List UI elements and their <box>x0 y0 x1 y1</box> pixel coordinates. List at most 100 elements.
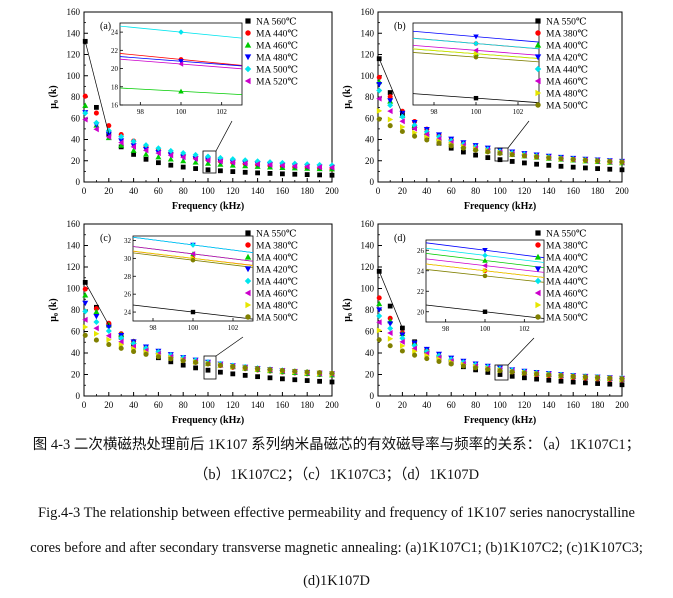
data-point <box>582 374 588 380</box>
data-point <box>255 170 260 176</box>
data-point <box>448 143 454 149</box>
inset-x-tick-label: 98 <box>442 325 450 333</box>
y-axis-label: μ₀ (k) <box>48 298 59 321</box>
data-point <box>546 372 552 378</box>
y-tick-label: 120 <box>361 50 375 60</box>
data-point <box>155 150 161 157</box>
data-point <box>118 142 125 148</box>
data-point <box>180 154 186 161</box>
panel-label: (b) <box>394 21 406 32</box>
data-point <box>387 335 394 342</box>
data-point <box>143 156 149 162</box>
x-tick-label: 120 <box>226 186 240 196</box>
data-point <box>411 125 417 132</box>
legend-entry: NA 550℃ <box>546 230 587 240</box>
legend-entry: MA 480℃ <box>546 90 588 100</box>
y-tick-label: 140 <box>67 241 81 251</box>
y-tick-label: 100 <box>361 284 375 294</box>
series-6 <box>82 116 335 171</box>
permeability-frequency-figure: 0 20 40 60 80 100 120 140 160 180 2000204060801001… <box>48 7 629 426</box>
data-point <box>82 286 88 292</box>
inset-x-tick-label: 102 <box>216 108 227 116</box>
data-point <box>619 167 625 173</box>
data-point <box>267 367 273 373</box>
data-point <box>570 373 576 379</box>
inset-y-tick-label: 24 <box>111 29 119 37</box>
zoom-connector <box>215 120 233 152</box>
data-point <box>180 150 187 157</box>
inset-y-tick-label: 22 <box>417 288 425 296</box>
legend-entry: MA 380℃ <box>546 242 588 252</box>
y-tick-label: 120 <box>361 262 375 272</box>
legend-marker <box>535 18 541 24</box>
legend-entry: MA 380℃ <box>256 242 298 252</box>
x-tick-label: 140 <box>251 186 265 196</box>
legend-entry: MA 500℃ <box>256 66 298 76</box>
x-tick-label: 140 <box>542 186 556 196</box>
y-tick-label: 80 <box>71 305 81 315</box>
inset-y-tick-label: 22 <box>111 47 119 55</box>
panel-label: (d) <box>394 233 406 244</box>
x-tick-label: 180 <box>591 400 605 410</box>
series-8 <box>376 337 625 382</box>
x-tick-label: 40 <box>422 186 432 196</box>
y-tick-label: 160 <box>361 219 375 229</box>
inset-plot: 98 100 102 24 26 28 30 32 <box>124 235 254 332</box>
data-point <box>376 300 383 307</box>
data-point <box>607 375 613 381</box>
data-point <box>82 316 88 323</box>
y-tick-label: 60 <box>71 113 81 123</box>
data-point <box>131 151 136 157</box>
y-tick-label: 160 <box>67 219 81 229</box>
x-tick-label: 140 <box>251 400 265 410</box>
y-tick-label: 80 <box>365 92 375 102</box>
x-axis-label: Frequency (kHz) <box>172 415 244 426</box>
caption-english-line-1: Fig.4-3 The relationship between effecti… <box>38 505 635 521</box>
data-point <box>292 377 298 383</box>
inset-y-tick-label: 28 <box>124 273 132 281</box>
data-point <box>607 381 613 387</box>
data-point <box>595 375 601 381</box>
y-tick-label: 20 <box>71 370 81 380</box>
data-point <box>304 172 310 177</box>
x-tick-label: 200 <box>325 400 339 410</box>
legend-marker <box>535 102 541 108</box>
legend-marker <box>534 65 542 73</box>
inset-y-tick-label: 16 <box>111 102 119 110</box>
inset-data-point <box>473 34 479 40</box>
data-point <box>93 110 99 116</box>
data-point <box>509 369 515 375</box>
y-tick-label: 120 <box>67 50 81 60</box>
y-axis-label: μ₀ (k) <box>48 85 59 108</box>
data-point <box>376 312 383 319</box>
inset-x-tick-label: 102 <box>228 324 239 332</box>
legend-marker <box>535 301 542 309</box>
legend-marker <box>245 18 251 24</box>
x-tick-label: 180 <box>300 186 314 196</box>
y-tick-label: 40 <box>71 135 81 145</box>
data-point <box>399 113 406 120</box>
data-point <box>376 319 382 326</box>
inset-y-tick-label: 18 <box>111 83 119 91</box>
data-point <box>267 375 273 381</box>
data-point <box>304 369 310 375</box>
x-tick-label: 200 <box>615 400 629 410</box>
series-5 <box>82 110 335 169</box>
data-point <box>105 327 112 334</box>
data-point <box>230 364 236 370</box>
data-point <box>376 337 382 343</box>
x-tick-label: 100 <box>201 400 215 410</box>
legend-entry: MA 480℃ <box>546 302 588 312</box>
inset-x-tick-label: 102 <box>519 325 530 333</box>
y-tick-label: 100 <box>361 71 375 81</box>
data-point <box>387 108 393 115</box>
data-point <box>131 349 137 355</box>
x-tick-label: 20 <box>104 400 114 410</box>
data-point <box>607 158 613 165</box>
data-point <box>534 154 540 160</box>
y-tick-label: 0 <box>76 391 81 401</box>
legend-entry: MA 420℃ <box>256 266 298 276</box>
legend-marker <box>244 54 252 61</box>
data-point <box>424 356 430 362</box>
legend-marker <box>535 230 541 236</box>
